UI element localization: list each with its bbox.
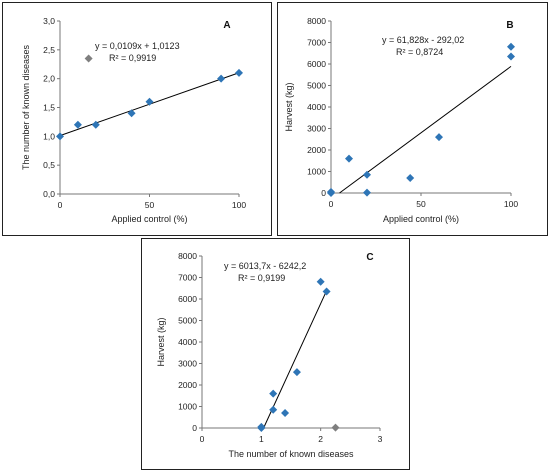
data-point	[322, 287, 331, 296]
data-point	[435, 133, 443, 142]
y-axis-label: Harvest (kg)	[156, 317, 166, 366]
data-point	[56, 132, 64, 141]
chart-b-svg: 0 1000 2000 3000 4000 5000 6000 7000 8000 0 50 100 A…	[284, 16, 518, 224]
x-tick-label: 1	[259, 434, 264, 444]
data-point	[257, 422, 266, 431]
y-tick-label: 2,0	[43, 74, 55, 84]
data-point	[292, 368, 301, 377]
y-axis-label: The number of known diseases	[21, 44, 31, 170]
y-tick-label: 5000	[307, 81, 326, 91]
trendline-equation: y = 0,0109x + 1,0123	[95, 41, 180, 51]
y-tick-label: 7000	[307, 38, 326, 48]
y-tick-label: 3000	[178, 359, 197, 369]
y-tick-label: 7000	[178, 273, 197, 283]
chart-panel-c: 0 1000 2000 3000 4000 5000 6000 7000 8000 0 1 2 3 The…	[141, 238, 410, 470]
panel-label: A	[223, 20, 230, 31]
y-tick-label: 0,0	[43, 189, 55, 199]
x-tick-label: 100	[504, 199, 518, 209]
outlier-point	[331, 423, 340, 432]
chart-a-svg: 0,0 0,5 1,0 1,5 2,0 2,5 3,0 0 50 100 Applied contr…	[21, 16, 246, 224]
trendline-equation: y = 61,828x - 292,02	[382, 35, 464, 45]
data-point	[91, 120, 100, 129]
y-tick-label: 6000	[178, 294, 197, 304]
y-tick-label: 8000	[178, 251, 197, 261]
x-axis-label: Applied control (%)	[111, 214, 187, 224]
y-tick-label: 3000	[307, 124, 326, 134]
x-tick-label: 0	[58, 200, 63, 210]
panel-label: B	[506, 20, 513, 31]
data-point	[363, 170, 371, 179]
y-tick-label: 1,5	[43, 103, 55, 113]
y-tick-label: 1000	[307, 167, 326, 177]
data-point	[507, 42, 515, 51]
outlier-point	[84, 54, 93, 63]
x-tick-label: 100	[232, 200, 246, 210]
data-point	[345, 154, 353, 163]
x-tick-label: 3	[378, 434, 383, 444]
y-tick-label: 8000	[307, 16, 326, 26]
y-tick-label: 0	[321, 188, 326, 198]
trendline	[263, 290, 328, 429]
y-tick-label: 2000	[307, 145, 326, 155]
x-tick-label: 0	[200, 434, 205, 444]
y-tick-label: 0	[192, 423, 197, 433]
x-tick-label: 2	[318, 434, 323, 444]
data-point	[217, 74, 226, 83]
x-tick-label: 0	[329, 199, 334, 209]
y-tick-label: 5000	[178, 316, 197, 326]
data-point	[73, 120, 82, 129]
x-tick-label: 50	[416, 199, 426, 209]
chart-panel-b: 0 1000 2000 3000 4000 5000 6000 7000 8000 0 50 100 A…	[277, 2, 548, 236]
y-tick-label: 1,0	[43, 131, 55, 141]
data-point	[235, 68, 243, 77]
data-point	[406, 173, 415, 182]
y-tick-label: 0,5	[43, 160, 55, 170]
y-tick-label: 1000	[178, 402, 197, 412]
data-point	[316, 277, 325, 286]
panel-label: C	[366, 252, 373, 263]
y-tick-label: 6000	[307, 59, 326, 69]
data-point	[269, 389, 278, 398]
y-tick-label: 2,5	[43, 45, 55, 55]
y-tick-label: 4000	[307, 102, 326, 112]
data-point	[269, 405, 278, 414]
data-point	[145, 97, 154, 106]
y-axis-label: Harvest (kg)	[284, 82, 294, 131]
r-squared-label: R² = 0,9199	[238, 273, 285, 283]
data-point	[281, 408, 290, 417]
data-point	[127, 109, 136, 118]
y-tick-label: 2000	[178, 380, 197, 390]
y-tick-label: 4000	[178, 337, 197, 347]
x-tick-label: 50	[145, 200, 155, 210]
r-squared-label: R² = 0,9919	[109, 53, 156, 63]
r-squared-label: R² = 0,8724	[396, 47, 443, 57]
trendline-equation: y = 6013,7x - 6242,2	[224, 261, 306, 271]
chart-c-svg: 0 1000 2000 3000 4000 5000 6000 7000 8000 0 1 2 3 The…	[156, 251, 383, 459]
data-point	[327, 189, 335, 197]
x-axis-label: Applied control (%)	[383, 214, 459, 224]
x-axis-label: The number of known diseases	[228, 449, 354, 459]
data-point	[507, 52, 515, 61]
chart-panel-a: 0,0 0,5 1,0 1,5 2,0 2,5 3,0 0 50 100 Applied contr…	[2, 2, 272, 236]
y-tick-label: 3,0	[43, 16, 55, 26]
data-point	[363, 188, 371, 197]
